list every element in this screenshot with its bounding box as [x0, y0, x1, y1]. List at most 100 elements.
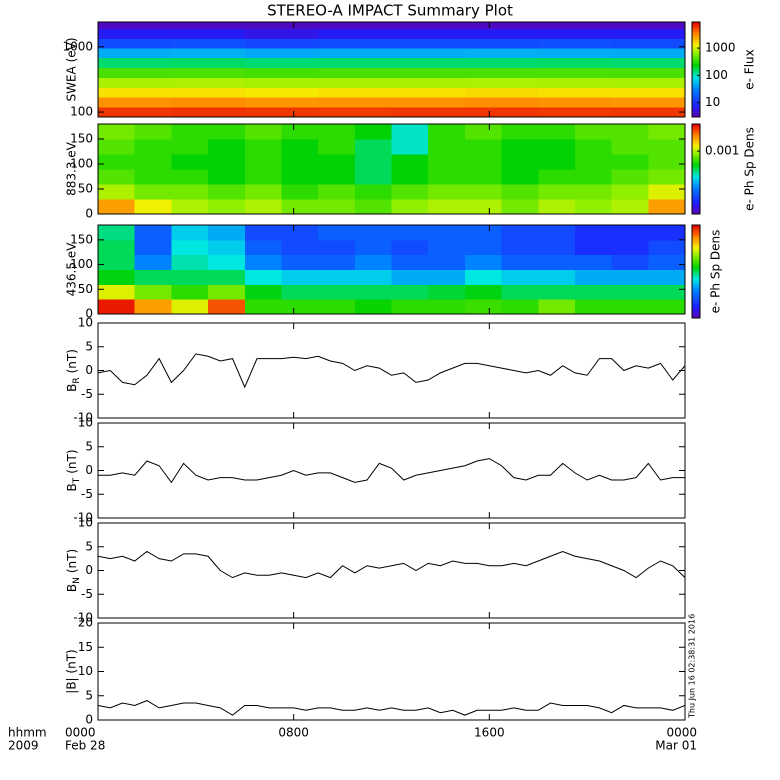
y-tick-label: 0: [85, 563, 93, 577]
heatmap-cell: [538, 139, 576, 155]
colorbar-step: [692, 182, 700, 185]
heatmap-cell: [244, 87, 319, 98]
y-tick-label: -5: [81, 487, 93, 501]
y-tick-label: 100: [70, 257, 93, 271]
heatmap-cell: [648, 169, 686, 185]
colorbar-step: [692, 283, 700, 286]
colorbar-step: [692, 274, 700, 277]
heatmap-cell: [538, 87, 613, 98]
colorbar-step: [692, 302, 700, 305]
heatmap-cell: [648, 139, 686, 155]
colorbar-step: [692, 53, 700, 56]
chart-title: STEREO-A IMPACT Summary Plot: [267, 2, 513, 20]
heatmap-cell: [208, 284, 246, 300]
colorbar-step: [692, 148, 700, 150]
heatmap-cell: [134, 284, 172, 300]
heatmap-cell: [428, 169, 466, 185]
heatmap-cell: [208, 299, 246, 315]
colorbar-step: [692, 113, 700, 116]
heatmap-cell: [501, 199, 539, 215]
heatmap-cell: [538, 284, 576, 300]
heatmap-cell: [538, 77, 613, 88]
heatmap-cell: [318, 299, 356, 315]
colorbar-step: [692, 279, 700, 282]
heatmap-cell: [208, 225, 246, 241]
heatmap-cell: [171, 22, 246, 30]
colorbar-step: [692, 266, 700, 269]
heatmap-cell: [318, 269, 356, 285]
colorbar-step: [692, 136, 700, 138]
colorbar-step: [692, 300, 700, 303]
colorbar-step: [692, 91, 700, 94]
colorbar-step: [692, 185, 700, 188]
heatmap-cell: [208, 269, 246, 285]
colorbar-step: [692, 305, 700, 308]
line-series: [97, 700, 686, 716]
heatmap-cell: [318, 67, 392, 78]
heatmap-cell: [318, 154, 356, 170]
x-tick-sublabel: Feb 28: [65, 739, 105, 753]
colorbar-step: [692, 280, 700, 283]
heatmap-cell: [611, 254, 649, 270]
heatmap-cell: [464, 67, 539, 78]
x-tick-sublabel: Mar 01: [655, 739, 697, 753]
y-tick-label: 5: [85, 439, 93, 453]
colorbar-frame: [691, 21, 701, 118]
colorbar-step: [692, 90, 700, 93]
heatmap-cell: [611, 38, 686, 49]
colorbar-step: [692, 137, 700, 140]
colorbar-step: [692, 209, 700, 212]
heatmap-cell: [171, 225, 209, 241]
heatmap-cell: [98, 225, 136, 241]
colorbar-step: [692, 94, 700, 97]
heatmap-cell: [538, 124, 576, 140]
colorbar-step: [692, 107, 700, 110]
heatmap-cell: [208, 124, 246, 140]
heatmap-cell: [244, 299, 282, 315]
heatmap-cell: [244, 22, 319, 30]
colorbar-step: [692, 110, 700, 113]
colorbar-step: [692, 74, 700, 77]
heatmap-cell: [611, 47, 686, 59]
heatmap-cell: [98, 28, 172, 39]
heatmap-cell: [244, 67, 319, 78]
heatmap-cell: [171, 28, 246, 39]
colorbar-step: [692, 22, 700, 25]
heatmap-cell: [244, 239, 282, 256]
colorbar-step: [692, 25, 700, 28]
heatmap-cell: [171, 284, 209, 300]
colorbar-step: [692, 96, 700, 99]
colorbar-step: [692, 85, 700, 88]
heatmap-cell: [318, 284, 356, 300]
colorbar-step: [692, 188, 700, 191]
heatmap-cell: [464, 154, 503, 170]
heatmap-cell: [281, 254, 319, 270]
colorbar-step: [692, 290, 700, 293]
heatmap-cell: [98, 269, 136, 285]
y-axis-label-main: B: [65, 384, 79, 392]
colorbar-step: [692, 296, 700, 299]
y-tick-label: 0: [85, 207, 93, 221]
colorbar-step: [692, 161, 700, 164]
heatmap-cell: [244, 139, 282, 155]
colorbar-step: [692, 190, 700, 192]
heatmap-cell: [648, 225, 686, 241]
y-axis-label-unit: (nT): [65, 349, 79, 373]
heatmap-cell: [611, 57, 686, 69]
colorbar-step: [692, 112, 700, 115]
colorbar-step: [692, 314, 700, 317]
heatmap-cell: [391, 67, 466, 78]
heatmap-cell: [244, 124, 282, 140]
colorbar-step: [692, 134, 700, 137]
colorbar-step: [692, 99, 700, 102]
colorbar-step: [692, 115, 700, 118]
heatmap-cell: [354, 169, 392, 185]
x-tick-label: 0000: [666, 726, 697, 740]
panel-frame: [97, 224, 686, 315]
heatmap-cell: [391, 22, 466, 30]
colorbar-step: [692, 139, 700, 141]
y-tick-label: 10: [78, 664, 93, 678]
heatmap-cell: [538, 57, 613, 69]
heatmap-cell: [318, 28, 392, 39]
heatmap-cell: [648, 299, 686, 315]
